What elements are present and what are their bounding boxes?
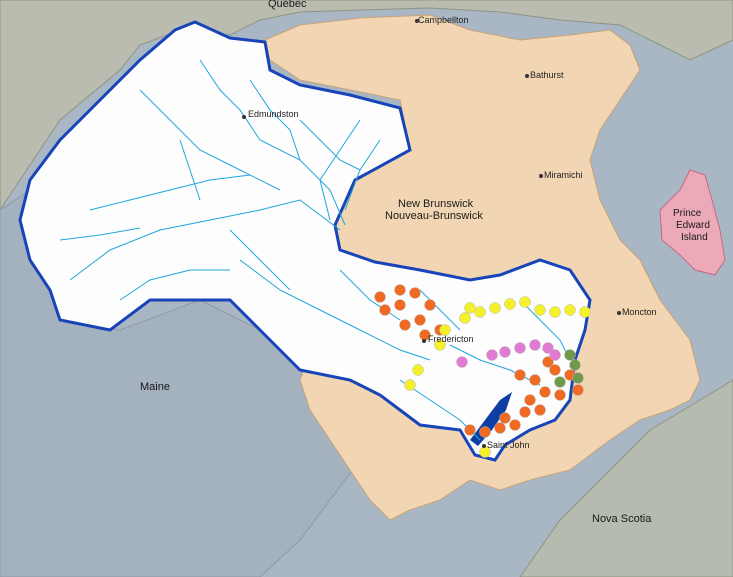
site-marker-0-23 bbox=[572, 384, 584, 396]
site-marker-0-13 bbox=[524, 394, 536, 406]
city-bathurst: Bathurst bbox=[530, 70, 564, 80]
site-marker-0-19 bbox=[464, 424, 476, 436]
river-3 bbox=[319, 119, 361, 221]
river-13 bbox=[519, 299, 571, 361]
site-marker-0-15 bbox=[534, 404, 546, 416]
river-14 bbox=[249, 79, 301, 161]
site-marker-1-8 bbox=[579, 306, 591, 318]
city-dot-4 bbox=[617, 311, 621, 315]
site-marker-3-0 bbox=[569, 359, 581, 371]
site-marker-0-8 bbox=[399, 319, 411, 331]
site-marker-1-0 bbox=[459, 312, 471, 324]
city-dot-2 bbox=[242, 115, 246, 119]
river-network bbox=[59, 59, 571, 441]
pei-label-2: Edward bbox=[676, 220, 710, 231]
city-moncton: Moncton bbox=[622, 307, 657, 317]
city-dot-0 bbox=[415, 19, 419, 23]
site-marker-0-4 bbox=[394, 299, 406, 311]
site-marker-1-9 bbox=[439, 324, 451, 336]
city-campbellton: Campbellton bbox=[418, 15, 469, 25]
river-15 bbox=[179, 139, 201, 201]
site-marker-0-6 bbox=[414, 314, 426, 326]
quebec-land bbox=[0, 0, 733, 211]
river-2 bbox=[199, 59, 346, 226]
site-marker-0-21 bbox=[549, 364, 561, 376]
site-marker-0-11 bbox=[529, 374, 541, 386]
site-marker-1-14 bbox=[464, 302, 476, 314]
site-marker-3-3 bbox=[564, 349, 576, 361]
pei-label-1: Prince bbox=[673, 208, 702, 219]
site-marker-1-12 bbox=[404, 379, 416, 391]
site-marker-1-3 bbox=[504, 298, 516, 310]
site-marker-0-14 bbox=[519, 406, 531, 418]
watershed-area bbox=[18, 20, 592, 462]
city-dot-3 bbox=[539, 174, 543, 178]
nova-scotia-label: Nova Scotia bbox=[592, 513, 652, 525]
site-marker-0-3 bbox=[379, 304, 391, 316]
river-1 bbox=[139, 89, 281, 191]
river-0 bbox=[69, 199, 341, 281]
city-edmundston: Edmundston bbox=[248, 109, 299, 119]
river-17 bbox=[229, 229, 291, 291]
site-marker-1-7 bbox=[564, 304, 576, 316]
site-marker-2-2 bbox=[514, 342, 526, 354]
site-marker-2-1 bbox=[499, 346, 511, 358]
sample-sites bbox=[374, 284, 591, 458]
site-marker-2-5 bbox=[549, 349, 561, 361]
site-marker-0-25 bbox=[542, 356, 554, 368]
site-marker-3-2 bbox=[554, 376, 566, 388]
site-marker-1-10 bbox=[434, 339, 446, 351]
site-marker-0-1 bbox=[394, 284, 406, 296]
site-marker-0-0 bbox=[374, 291, 386, 303]
site-marker-0-18 bbox=[479, 426, 491, 438]
site-marker-0-20 bbox=[499, 412, 511, 424]
site-marker-2-3 bbox=[529, 339, 541, 351]
site-marker-1-6 bbox=[549, 306, 561, 318]
site-marker-2-4 bbox=[542, 342, 554, 354]
river-16 bbox=[299, 119, 361, 171]
site-marker-0-12 bbox=[539, 386, 551, 398]
site-marker-1-2 bbox=[489, 302, 501, 314]
river-5 bbox=[89, 174, 251, 211]
site-marker-2-6 bbox=[456, 356, 468, 368]
site-marker-0-24 bbox=[554, 389, 566, 401]
site-marker-1-4 bbox=[519, 296, 531, 308]
river-9 bbox=[339, 269, 401, 321]
nb-label-en: New Brunswick bbox=[398, 198, 474, 210]
river-10 bbox=[419, 289, 461, 331]
nova-scotia-land bbox=[519, 379, 733, 577]
river-6 bbox=[59, 227, 141, 241]
city-markers bbox=[242, 19, 621, 448]
site-marker-1-5 bbox=[534, 304, 546, 316]
city-dot-6 bbox=[482, 444, 486, 448]
site-marker-0-17 bbox=[494, 422, 506, 434]
nb-label-fr: Nouveau-Brunswick bbox=[385, 210, 483, 222]
quebec-label: Québec bbox=[268, 0, 307, 10]
city-miramichi: Miramichi bbox=[544, 170, 583, 180]
river-8 bbox=[239, 259, 431, 361]
site-marker-0-5 bbox=[424, 299, 436, 311]
river-7 bbox=[119, 269, 230, 301]
site-marker-3-1 bbox=[572, 372, 584, 384]
pei-label-3: Island bbox=[681, 232, 708, 243]
city-fredericton: Fredericton bbox=[428, 334, 474, 344]
city-dot-1 bbox=[525, 74, 529, 78]
site-marker-0-2 bbox=[409, 287, 421, 299]
city-dot-5 bbox=[422, 339, 426, 343]
site-marker-0-16 bbox=[509, 419, 521, 431]
maine-label: Maine bbox=[140, 381, 170, 393]
pei-land bbox=[659, 169, 726, 276]
site-marker-1-11 bbox=[412, 364, 424, 376]
city-saint-john: Saint John bbox=[487, 440, 530, 450]
site-marker-1-1 bbox=[474, 306, 486, 318]
site-marker-2-0 bbox=[486, 349, 498, 361]
site-marker-0-10 bbox=[514, 369, 526, 381]
